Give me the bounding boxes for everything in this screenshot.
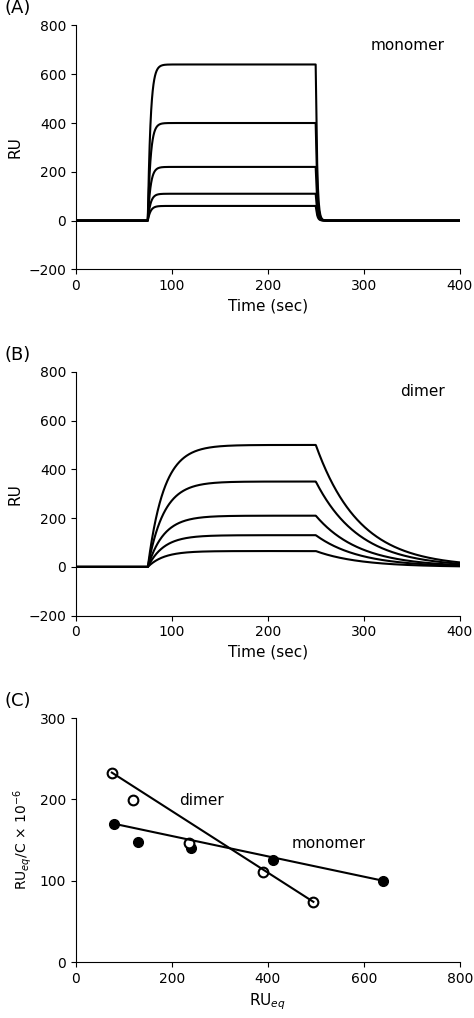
Text: monomer: monomer	[292, 836, 366, 851]
Text: (A): (A)	[5, 0, 31, 17]
X-axis label: Time (sec): Time (sec)	[228, 298, 308, 314]
Text: dimer: dimer	[400, 384, 445, 399]
X-axis label: RU$_{eq}$: RU$_{eq}$	[249, 992, 286, 1012]
X-axis label: Time (sec): Time (sec)	[228, 645, 308, 660]
Text: monomer: monomer	[370, 38, 445, 53]
Y-axis label: RU: RU	[8, 483, 23, 505]
Text: dimer: dimer	[179, 793, 224, 808]
Y-axis label: RU: RU	[8, 136, 23, 159]
Text: (C): (C)	[5, 692, 31, 710]
Y-axis label: RU$_{eq}$/C × 10$^{-6}$: RU$_{eq}$/C × 10$^{-6}$	[11, 790, 34, 891]
Text: (B): (B)	[5, 346, 31, 363]
